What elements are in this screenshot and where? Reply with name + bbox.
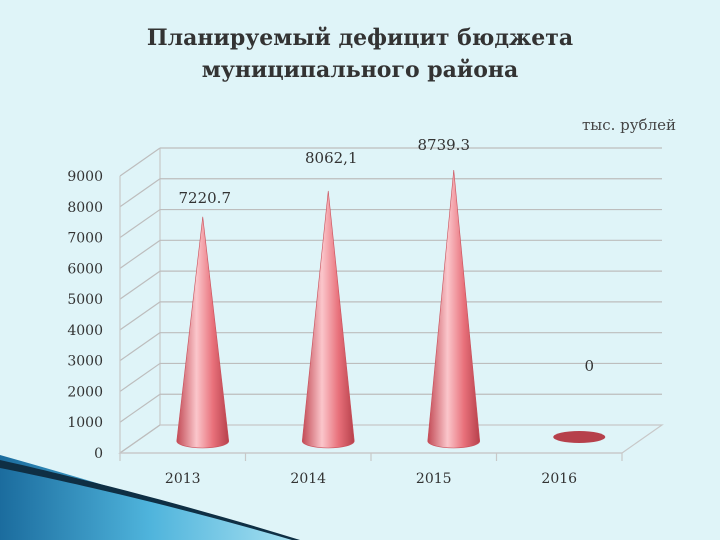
unit-label: тыс. рублей (582, 116, 676, 134)
y-tick-label: 8000 (67, 200, 103, 216)
x-tick-label: 2016 (541, 471, 577, 487)
data-label: 8062,1 (305, 149, 358, 167)
data-label: 0 (584, 357, 594, 375)
cone-bar (427, 169, 481, 449)
corner-decoration-dark (0, 460, 300, 540)
y-tick-label: 5000 (67, 292, 103, 308)
x-tick-label: 2015 (416, 471, 452, 487)
data-label: 8739.3 (418, 136, 471, 154)
cone-bar-flat (553, 431, 606, 443)
side-wall-line (119, 424, 161, 454)
data-label: 7220.7 (179, 189, 232, 207)
side-wall-line (119, 301, 161, 331)
y-tick-label: 9000 (67, 169, 103, 185)
x-tick-label: 2013 (165, 471, 201, 487)
y-tick-label: 1000 (67, 415, 103, 431)
corner-decoration-blue (0, 455, 300, 540)
cone-bar (176, 216, 230, 449)
y-tick-label: 7000 (67, 231, 103, 247)
side-wall-line (119, 332, 161, 362)
x-tick-label: 2014 (290, 471, 326, 487)
side-wall-line (119, 270, 161, 300)
cone-bar (301, 190, 355, 449)
y-tick-label: 6000 (67, 261, 103, 277)
side-wall-line (119, 209, 161, 239)
title-line-2: муниципального района (201, 57, 519, 83)
title-line-1: Планируемый дефицит бюджета (146, 25, 574, 51)
y-tick-label: 3000 (67, 354, 103, 370)
side-wall-line (119, 239, 161, 269)
side-wall-line (119, 147, 161, 177)
chart-title: Планируемый дефицит бюджета муниципально… (0, 22, 720, 86)
side-wall-line (119, 178, 161, 208)
side-wall-line (119, 393, 161, 423)
y-tick-label: 0 (94, 446, 103, 462)
side-wall-line (119, 362, 161, 392)
y-tick-label: 4000 (67, 323, 103, 339)
y-tick-label: 2000 (67, 384, 103, 400)
